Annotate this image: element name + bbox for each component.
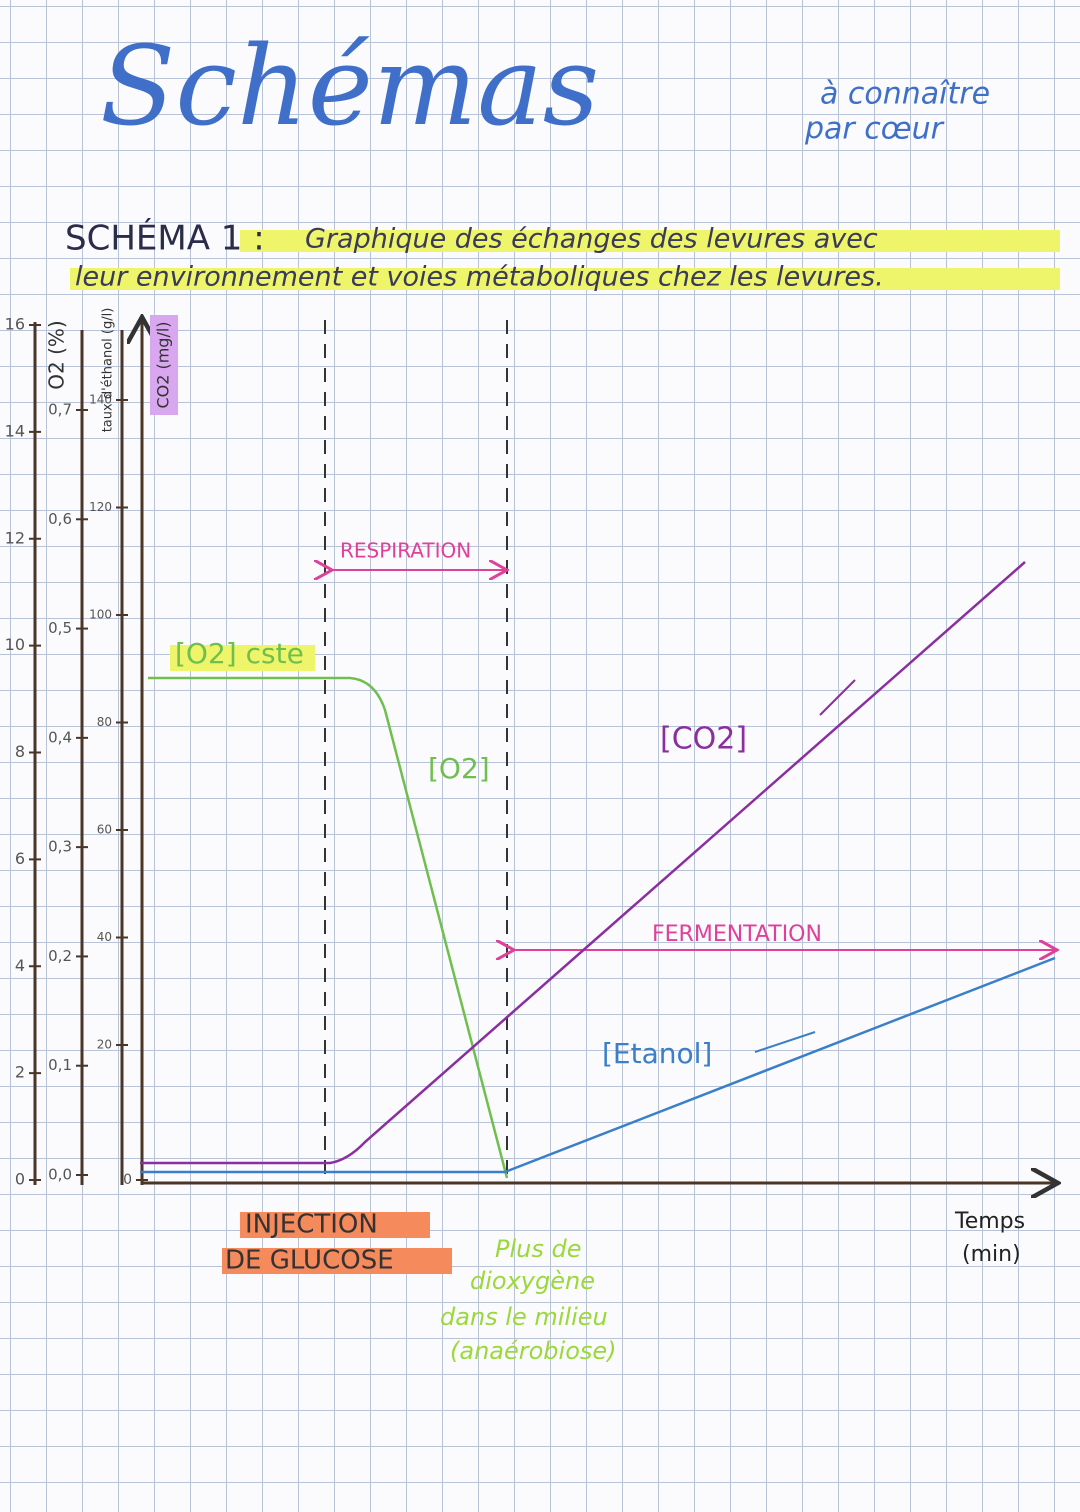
- tick-label: 0: [15, 1170, 25, 1189]
- tick-label: 0,1: [48, 1056, 72, 1074]
- arrow: [754, 1031, 816, 1053]
- tick-label: 0,4: [48, 728, 72, 746]
- axis-label: CO2 (mg/l): [154, 321, 173, 408]
- phase-label: FERMENTATION: [652, 922, 822, 947]
- heading-label: SCHÉMA 1 :: [65, 218, 265, 259]
- highlight: [222, 1248, 452, 1274]
- tick-label: 8: [15, 742, 25, 761]
- tick-label: 20: [97, 1038, 112, 1052]
- axis-label: O2 (%): [45, 320, 69, 389]
- tick-label: 0,0: [48, 1166, 72, 1184]
- annotation: Plus de: [495, 1235, 581, 1263]
- tick-label: 0,7: [48, 401, 72, 419]
- subtitle: à connaître: [820, 77, 990, 112]
- annotation: dans le milieu: [440, 1303, 608, 1331]
- tick-label: 0,5: [48, 619, 72, 637]
- tick-label: 0,2: [48, 947, 72, 965]
- highlight: [150, 315, 178, 415]
- arrow: [819, 679, 856, 716]
- highlight: [70, 268, 1060, 290]
- tick-label: 140: [89, 393, 112, 407]
- curve-label: [O2] cste: [175, 637, 304, 670]
- title: Schémas: [100, 22, 599, 150]
- tick-label: 60: [97, 823, 112, 837]
- tick-label: 0,3: [48, 838, 72, 856]
- subtitle: par cœur: [804, 112, 945, 147]
- annotation: dioxygène: [470, 1267, 595, 1295]
- curve-label: [O2]: [428, 752, 490, 785]
- axis-label: taux d'éthanol (g/l): [101, 308, 116, 433]
- tick-label: 2: [15, 1063, 25, 1082]
- ethanol-curve: [140, 956, 1056, 1174]
- tick-label: 12: [5, 528, 25, 547]
- annotation: INJECTION: [245, 1210, 378, 1240]
- annotation: DE GLUCOSE: [225, 1246, 394, 1276]
- tick-label: 80: [97, 715, 112, 729]
- tick-label: 100: [89, 608, 112, 622]
- curve-label: [CO2]: [660, 722, 747, 757]
- tick-label: 16: [5, 315, 25, 334]
- tick-label: 6: [15, 849, 25, 868]
- tick-label: 120: [89, 500, 112, 514]
- curve-label: [Etanol]: [602, 1037, 712, 1070]
- o2-curve: [148, 676, 509, 1179]
- x-axis-label: (min): [962, 1242, 1021, 1267]
- highlight: [240, 1212, 430, 1238]
- annotation: (anaérobiose): [450, 1337, 617, 1365]
- tick-label: 14: [5, 421, 25, 440]
- co2-curve: [140, 561, 1026, 1165]
- heading-text: leur environnement et voies métaboliques…: [75, 262, 884, 293]
- x-axis-label: Temps: [954, 1209, 1025, 1234]
- tick-label: 10: [5, 635, 25, 654]
- highlight: [170, 645, 315, 671]
- tick-label: 0: [123, 1172, 132, 1188]
- phase-label: RESPIRATION: [340, 539, 471, 563]
- tick-label: 4: [15, 956, 25, 975]
- highlight: [240, 230, 1060, 252]
- tick-label: 0,6: [48, 510, 72, 528]
- heading-text: Graphique des échanges des levures avec: [305, 224, 878, 255]
- tick-label: 40: [97, 930, 112, 944]
